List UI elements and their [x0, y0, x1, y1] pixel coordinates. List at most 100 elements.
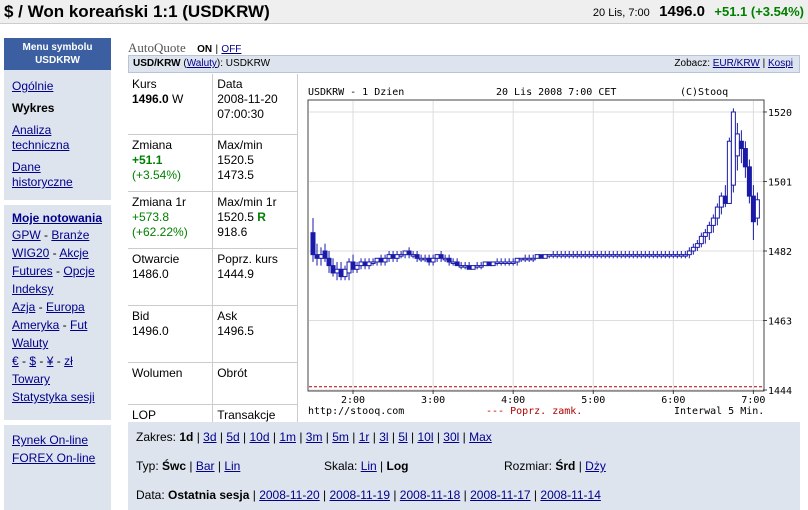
sidebar-link-towary[interactable]: Towary	[12, 372, 51, 386]
zakres-option[interactable]: 10d	[249, 430, 270, 444]
data-option[interactable]: 2008-11-14	[540, 488, 601, 502]
candle-body	[394, 254, 400, 259]
sidebar-link-opcje[interactable]: Opcje	[63, 264, 95, 278]
chart-source: http://stooq.com	[308, 406, 404, 417]
stats-row: Kurs 1496.0 W Data 2008-11-20 07:00:30	[128, 74, 298, 135]
typ-option[interactable]: Bar	[195, 459, 215, 473]
poprz-kurs-value: 1444.9	[217, 266, 254, 281]
candle-body	[370, 261, 376, 264]
candle-body	[542, 254, 548, 259]
sidebar-link-gpw[interactable]: GPW	[12, 228, 41, 242]
sidebar-link-ameryka[interactable]: Ameryka	[12, 318, 60, 332]
skala-option[interactable]: Lin	[360, 459, 377, 473]
candle-body	[470, 265, 476, 270]
zakres-option[interactable]: Max	[469, 430, 492, 444]
option-separator: |	[575, 459, 586, 473]
bid-value: 1496.0	[132, 323, 169, 338]
candle-body	[486, 261, 492, 267]
kospi-link[interactable]: Kospi	[767, 58, 793, 69]
quote-price: 1496.0	[659, 3, 706, 20]
candle-body	[366, 261, 372, 267]
zakres-option: 1d	[179, 430, 194, 444]
candle-body	[526, 257, 532, 261]
candle-body	[582, 254, 588, 257]
plot-frame	[307, 99, 765, 392]
sidebar-link-dollar[interactable]: $	[29, 354, 37, 368]
candle-body	[546, 254, 552, 257]
data-option[interactable]: 2008-11-17	[470, 488, 531, 502]
data-option[interactable]: 2008-11-20	[259, 488, 320, 502]
candle-body	[514, 257, 520, 263]
candle	[542, 254, 548, 259]
candle-body	[534, 254, 540, 259]
autoquote-off-link[interactable]: OFF	[221, 44, 242, 55]
option-separator: |	[460, 488, 471, 502]
sidebar-link-rynek-online[interactable]: Rynek On-line	[12, 433, 89, 447]
sidebar-link-akcje[interactable]: Akcje	[59, 246, 89, 260]
sidebar-link-statystyka-sesji[interactable]: Statystyka sesji	[12, 390, 95, 404]
zakres-option[interactable]: 30l	[443, 430, 460, 444]
stats-cell-maxmin: Max/min 1520.5 1473.5	[212, 134, 298, 192]
sidebar-link-yen[interactable]: ¥	[46, 354, 54, 368]
typ-option[interactable]: Lin	[224, 459, 241, 473]
stats-row: Wolumen Obrót	[128, 362, 298, 405]
option-separator: |	[295, 430, 306, 444]
rozmiar-option: Śrd	[555, 459, 576, 473]
data-option: Ostatnia sesja	[168, 488, 250, 502]
zakres-option[interactable]: 1m	[279, 430, 296, 444]
sidebar-link-futures[interactable]: Futures	[12, 264, 53, 278]
sidebar-item-dane-historyczne[interactable]: Dane historyczne	[12, 160, 73, 189]
data-option[interactable]: 2008-11-18	[399, 488, 461, 502]
candle-body	[610, 254, 616, 257]
sidebar-link-europa[interactable]: Europa	[46, 300, 85, 314]
autoquote-label: AutoQuote	[128, 40, 186, 55]
candle-body	[570, 254, 576, 257]
data-label: Data	[217, 77, 243, 91]
rozmiar-label: Rozmiar:	[504, 459, 553, 473]
sidebar-item-ogolnie[interactable]: Ogólnie	[12, 79, 54, 93]
candle	[486, 261, 492, 267]
sidebar-item-moje-notowania[interactable]: Moje notowania	[12, 211, 102, 225]
candle-body	[490, 261, 496, 267]
sidebar-link-zloty[interactable]: zł	[64, 354, 73, 368]
candle-body	[726, 140, 732, 204]
zakres-option[interactable]: 3d	[203, 430, 217, 444]
zakres-option[interactable]: 5l	[398, 430, 408, 444]
data-option[interactable]: 2008-11-19	[329, 488, 391, 502]
candle-body	[518, 257, 524, 261]
eurkrw-link[interactable]: EUR/KRW	[712, 58, 760, 69]
zakres-option[interactable]: 5m	[332, 430, 349, 444]
sidebar-link-euro[interactable]: €	[12, 354, 19, 368]
option-separator: |	[186, 459, 196, 473]
sidebar-item-analiza-techniczna[interactable]: Analiza techniczna	[12, 123, 70, 152]
symbol-code: ): USDKRW	[216, 58, 271, 69]
sidebar-link-fut[interactable]: Fut	[70, 318, 88, 332]
candle	[454, 258, 460, 267]
skala-row: Skala: Lin | Log	[324, 459, 409, 473]
zmiana-1r-label: Zmiana 1r	[132, 194, 187, 209]
sidebar-link-wig20[interactable]: WIG20	[12, 246, 50, 260]
candle-body	[402, 250, 408, 256]
sidebar-link-forex-online[interactable]: FOREX On-line	[12, 451, 96, 465]
zakres-option[interactable]: 5d	[226, 430, 240, 444]
stats-row: Bid 1496.0 Ask 1496.5	[128, 305, 298, 363]
sidebar-link-branze[interactable]: Branże	[51, 228, 90, 242]
sidebar-link-indeksy[interactable]: Indeksy	[12, 282, 54, 296]
autoquote-separator: |	[215, 44, 219, 55]
option-separator: |	[319, 488, 330, 502]
zakres-option[interactable]: 3m	[305, 430, 323, 444]
skala-label: Skala:	[324, 459, 358, 473]
rozmiar-option[interactable]: Dży	[585, 459, 606, 473]
zakres-option[interactable]: 1r	[358, 430, 370, 444]
candle	[310, 218, 316, 262]
candle-body	[378, 257, 384, 263]
sidebar-link-waluty[interactable]: Waluty	[12, 336, 49, 350]
zakres-option[interactable]: 3l	[379, 430, 389, 444]
sidebar-link-azja[interactable]: Azja	[12, 300, 36, 314]
see-also: Zobacz: EUR/KRW | Kospi	[674, 56, 793, 72]
candle-body	[658, 254, 664, 257]
candle-body	[566, 254, 572, 257]
waluty-link[interactable]: Waluty	[186, 58, 217, 69]
zakres-option[interactable]: 10l	[417, 430, 434, 444]
candle-body	[474, 265, 480, 268]
